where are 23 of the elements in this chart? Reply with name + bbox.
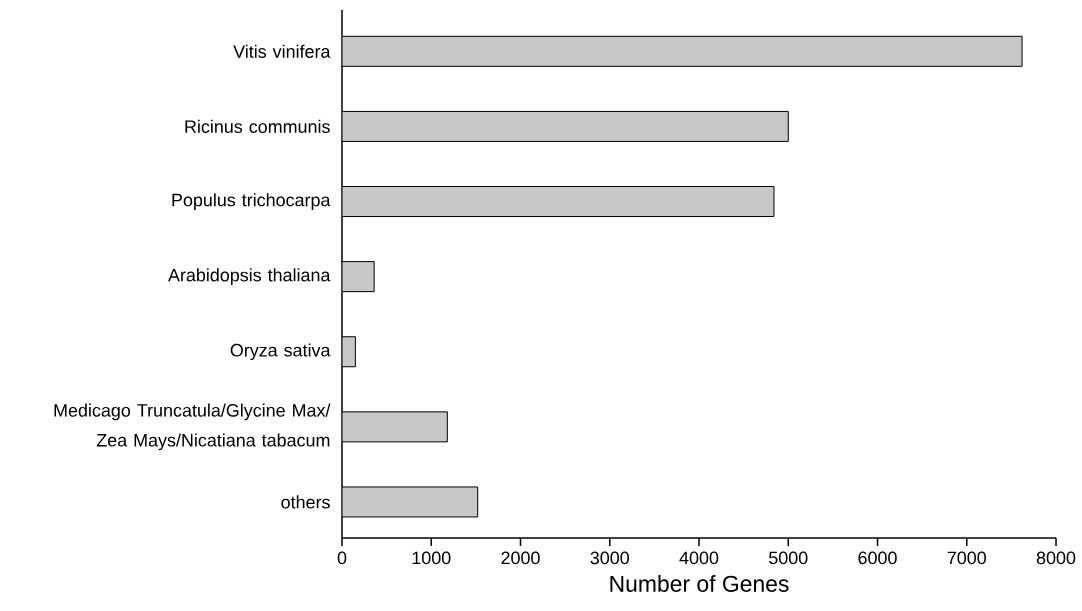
bar <box>342 486 479 518</box>
bar <box>342 35 1023 67</box>
x-tick-label: 1000 <box>412 551 451 565</box>
x-axis-title: Number of Genes <box>610 575 789 592</box>
y-tick-label: Ricinus communis <box>185 119 330 133</box>
y-tick-label: Vitis vinifera <box>233 44 331 58</box>
y-tick-label: others <box>281 495 330 509</box>
x-tick-label: 8000 <box>1036 551 1076 565</box>
bar <box>342 186 775 218</box>
y-tick-label: Populus trichocarpa <box>172 193 331 210</box>
x-tick-label: 0 <box>337 551 347 565</box>
y-tick-label: Medicago Truncatula/Glycine Max/ Zea Mays/Nicatiana tabacum <box>54 403 331 451</box>
y-tick-label: Arabidopsis thaliana <box>168 268 331 285</box>
x-tick-label: 6000 <box>858 551 897 565</box>
y-tick-label: Oryza sativa <box>230 343 331 361</box>
bar <box>342 411 448 443</box>
x-tick-label: 4000 <box>679 551 719 565</box>
x-tick-label: 5000 <box>769 551 808 565</box>
bar <box>342 110 789 142</box>
bar <box>342 261 375 293</box>
x-tick-label: 3000 <box>590 551 629 565</box>
x-tick-label: 2000 <box>501 551 540 565</box>
x-tick-label: 7000 <box>947 551 986 565</box>
